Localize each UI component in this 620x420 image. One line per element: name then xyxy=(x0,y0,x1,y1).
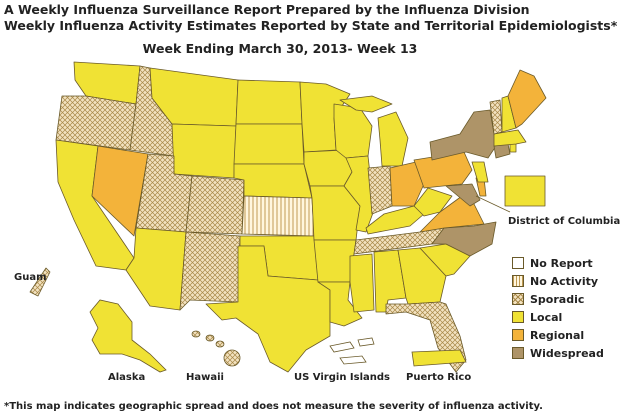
hawaii-island-2 xyxy=(205,334,215,342)
state-nebraska xyxy=(233,163,313,199)
dc-callout-line xyxy=(475,195,511,213)
hawaii-island-3 xyxy=(215,340,225,348)
legend-label: Local xyxy=(530,310,563,324)
state-indiana xyxy=(367,165,393,215)
dc-label: District of Columbia xyxy=(508,216,620,227)
legend-swatch xyxy=(512,329,524,341)
dc-box xyxy=(504,175,546,207)
usvi-label: US Virgin Islands xyxy=(294,372,390,383)
hawaii-island-1 xyxy=(191,330,201,338)
state-new-mexico xyxy=(179,231,241,311)
state-north-dakota xyxy=(235,79,303,125)
state-mississippi xyxy=(349,253,375,313)
state-kansas xyxy=(241,195,315,237)
legend-item-sporadic: Sporadic xyxy=(512,290,618,308)
legend-item-local: Local xyxy=(512,308,618,326)
state-michigan-upper xyxy=(339,95,393,113)
legend-swatch xyxy=(512,293,524,305)
legend-swatch xyxy=(512,347,524,359)
state-rhode-island xyxy=(509,143,517,153)
usvi-island-2 xyxy=(339,355,367,365)
usvi-island-1 xyxy=(329,341,355,353)
state-colorado xyxy=(185,175,245,235)
legend-item-no-activity: No Activity xyxy=(512,272,618,290)
hawaii-label: Hawaii xyxy=(186,372,224,383)
legend-label: Sporadic xyxy=(530,292,585,306)
state-arizona xyxy=(125,227,187,311)
legend-item-regional: Regional xyxy=(512,326,618,344)
report-title: A Weekly Influenza Surveillance Report P… xyxy=(4,2,530,17)
state-texas xyxy=(205,245,331,373)
legend-label: No Report xyxy=(530,256,593,270)
state-michigan xyxy=(377,111,409,167)
state-ohio xyxy=(389,161,425,207)
legend-swatch xyxy=(512,311,524,323)
hawaii-island-4 xyxy=(223,349,241,367)
guam-label: Guam xyxy=(14,272,47,283)
state-maryland xyxy=(445,183,481,207)
state-nevada xyxy=(91,145,149,237)
map-legend: No Report No Activity Sporadic Local Regiona… xyxy=(512,254,618,362)
state-west-virginia xyxy=(413,187,453,217)
guam-island xyxy=(29,267,51,297)
alaska-label: Alaska xyxy=(108,372,145,383)
legend-label: No Activity xyxy=(530,274,599,288)
state-new-york xyxy=(429,109,497,161)
legend-item-no-report: No Report xyxy=(512,254,618,272)
state-south-dakota xyxy=(233,123,305,165)
pr-label: Puerto Rico xyxy=(406,372,471,383)
week-ending-label: Week Ending March 30, 2013- Week 13 xyxy=(142,41,418,56)
report-subtitle: Weekly Influenza Activity Estimates Repo… xyxy=(4,18,618,33)
state-louisiana xyxy=(317,281,363,327)
footnote: *This map indicates geographic spread an… xyxy=(4,401,543,412)
state-maine xyxy=(507,69,547,129)
state-wyoming xyxy=(171,123,237,179)
legend-item-widespread: Widespread xyxy=(512,344,618,362)
state-new-jersey xyxy=(471,161,489,183)
state-wisconsin xyxy=(333,103,373,159)
usvi-island-3 xyxy=(357,337,375,347)
puerto-rico xyxy=(411,349,467,367)
state-alaska xyxy=(89,299,167,373)
legend-label: Widespread xyxy=(530,346,604,360)
state-massachusetts xyxy=(493,129,527,147)
legend-label: Regional xyxy=(530,328,585,342)
legend-swatch xyxy=(512,257,524,269)
state-south-carolina xyxy=(419,243,471,277)
legend-swatch xyxy=(512,275,524,287)
